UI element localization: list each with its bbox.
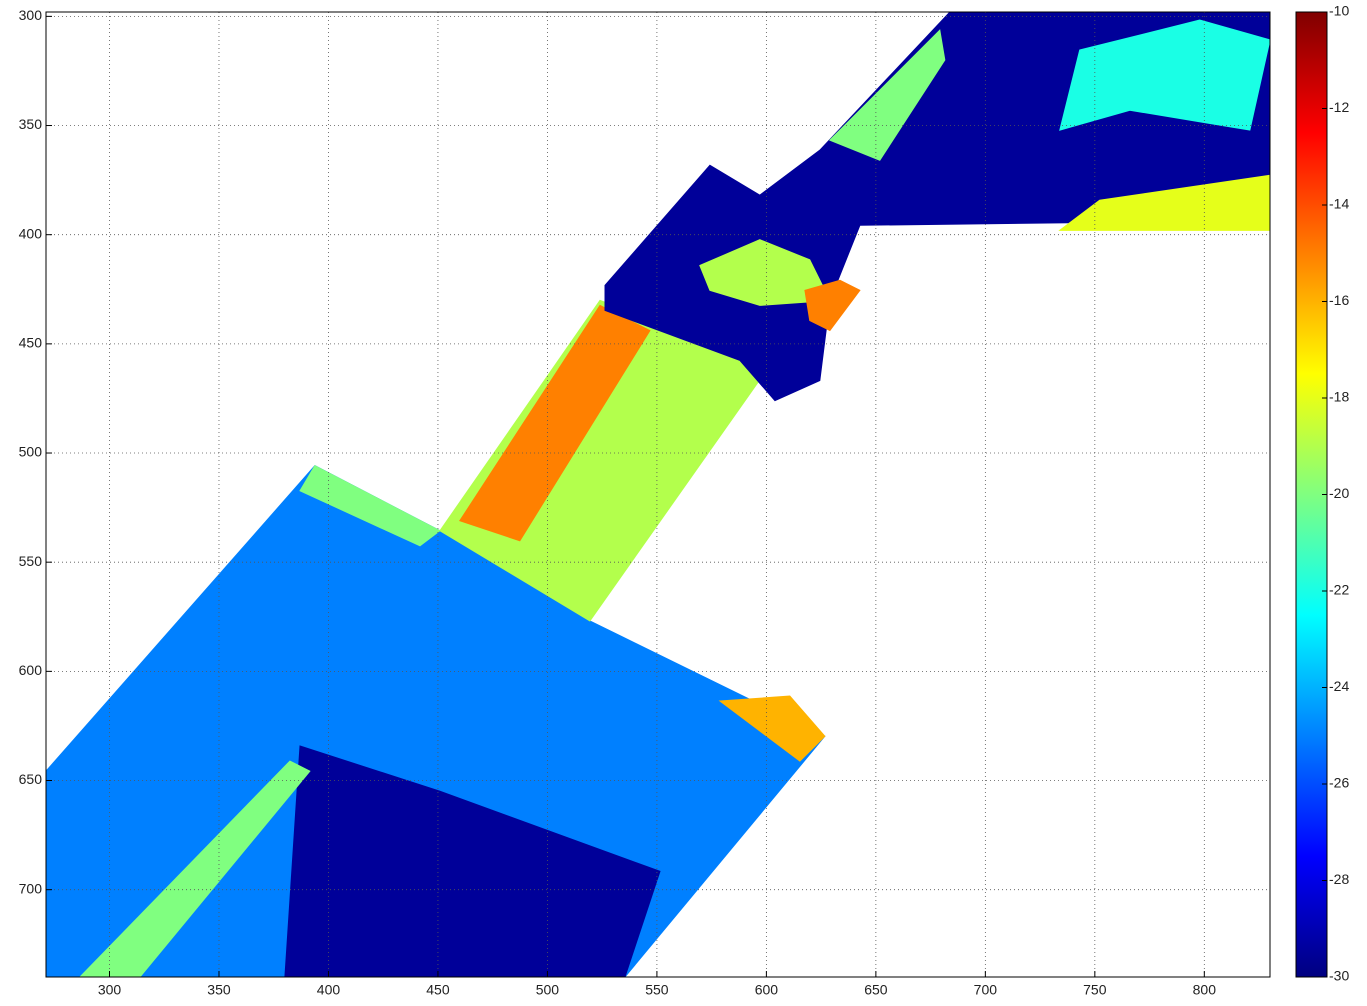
y-tick-label: 700: [19, 880, 43, 896]
y-tick-label: 500: [19, 444, 43, 460]
x-tick-label: 400: [317, 982, 341, 998]
y-tick-label: 350: [19, 116, 43, 132]
x-tick-label: 550: [645, 982, 669, 998]
y-tick-label: 450: [19, 335, 43, 351]
colorbar-tick-label: -30: [1329, 968, 1349, 984]
x-tick-label: 800: [1193, 982, 1217, 998]
x-tick-label: 650: [864, 982, 888, 998]
y-tick-label: 550: [19, 553, 43, 569]
colorbar-tick-label: -28: [1329, 871, 1349, 887]
x-tick-label: 500: [536, 982, 560, 998]
x-tick-label: 450: [426, 982, 450, 998]
colorbar-tick-label: -20: [1329, 485, 1349, 501]
y-tick-label: 650: [19, 771, 43, 787]
y-tick-label: 300: [19, 7, 43, 23]
chart: 300 350 400 450 500 550 600 650 700 750 800 300 350 4…: [0, 0, 1367, 1001]
x-tick-label: 600: [755, 982, 779, 998]
colorbar-tick-label: -12: [1329, 99, 1349, 115]
colorbar-tick-label: -24: [1329, 678, 1349, 694]
colorbar-tick-label: -16: [1329, 292, 1349, 308]
colorbar-tick-label: -18: [1329, 389, 1349, 405]
x-tick-label: 700: [974, 982, 998, 998]
y-tick-label: 400: [19, 225, 43, 241]
colorbar-tick-label: -10: [1329, 3, 1349, 19]
x-tick-label: 750: [1083, 982, 1107, 998]
x-tick-label: 350: [207, 982, 231, 998]
y-tick-label: 600: [19, 662, 43, 678]
colorbar-tick-label: -22: [1329, 582, 1349, 598]
colorbar-tick-label: -26: [1329, 775, 1349, 791]
colorbar-tick-label: -14: [1329, 196, 1349, 212]
x-tick-label: 300: [98, 982, 122, 998]
